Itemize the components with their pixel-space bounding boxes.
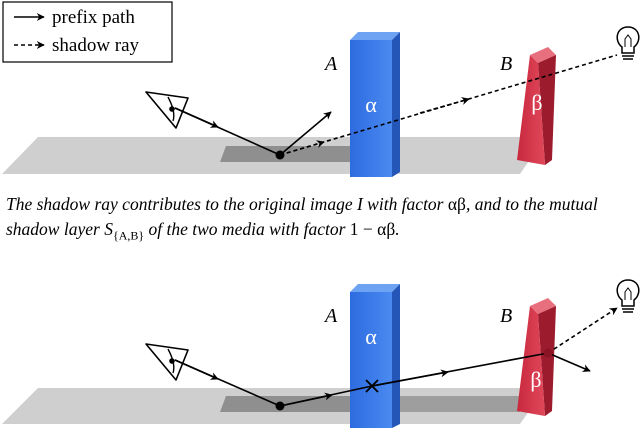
caption-text-2: with factor [362, 194, 448, 214]
medium-b: β [517, 47, 556, 165]
shadow-ray-bottom [547, 307, 618, 354]
shadow-ray-arrowhead-2 [419, 97, 470, 114]
legend-prefix-label: prefix path [52, 7, 135, 28]
medium-b-label: B [500, 53, 512, 75]
medium-b-beta-bottom: β [530, 367, 541, 392]
floor-shadow-strip-bottom-2 [392, 396, 520, 412]
light-bulb-icon-bottom [616, 279, 640, 313]
prefix-path-arrowhead-1 [174, 107, 219, 128]
medium-a-label-bottom: A [323, 305, 338, 327]
figure-caption: The shadow ray contributes to the origin… [6, 192, 638, 249]
eye-icon-bottom [145, 343, 189, 381]
medium-a-alpha-bottom: α [365, 324, 377, 349]
medium-a-label: A [323, 53, 338, 75]
caption-factor-ab: αβ [447, 194, 466, 214]
medium-a-bottom: α [350, 284, 400, 428]
caption-layer-symbol: S [104, 219, 113, 239]
cross-marker-icon [365, 379, 379, 393]
medium-b-beta: β [531, 90, 542, 115]
caption-layer-subscript: {A,B} [112, 228, 145, 243]
legend: prefix path shadow ray [2, 1, 173, 63]
floor-shadow-strip [220, 146, 364, 162]
caption-image-symbol: I [356, 194, 363, 214]
hit-point-bottom [275, 401, 285, 411]
caption-text-1: The shadow ray contributes to the origin… [6, 194, 357, 214]
prefix-path-arrowhead-bottom-2 [279, 392, 333, 407]
caption-text-5: . [395, 219, 400, 239]
medium-a-alpha: α [365, 92, 377, 117]
caption-text-4: of the two media with factor [144, 219, 350, 239]
prefix-path-arrowhead-bottom-1 [174, 359, 219, 380]
prefix-path-out [279, 111, 332, 156]
bottom-diagram: α A β B [2, 279, 640, 428]
prefix-path-arrowhead-bottom-3 [371, 369, 449, 387]
scatter-point-b [543, 348, 553, 358]
medium-b-bottom: β [517, 298, 556, 416]
top-diagram: α A β B [2, 26, 640, 177]
caption-factor-one-minus: 1 − αβ [349, 219, 396, 239]
shadow-ray-arrowhead-1 [279, 140, 325, 156]
hit-point [275, 150, 285, 160]
legend-shadow-label: shadow ray [52, 35, 140, 56]
medium-a: α [350, 32, 400, 177]
light-bulb-icon [616, 26, 640, 60]
eye-icon [145, 91, 189, 129]
medium-b-label-bottom: B [500, 305, 512, 327]
caption-text-3: , and to the mutual shadow layer [6, 194, 598, 239]
prefix-path-out-bottom [547, 352, 591, 372]
